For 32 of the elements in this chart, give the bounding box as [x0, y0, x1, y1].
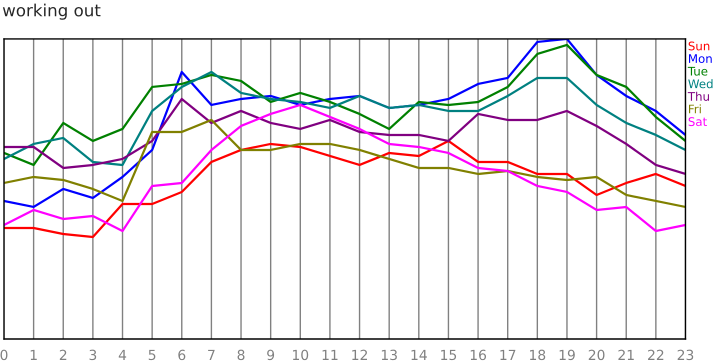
x-tick-label: 12 [352, 350, 367, 360]
x-tick-label: 16 [470, 350, 486, 360]
x-tick-label: 3 [90, 350, 96, 360]
x-tick-label: 2 [60, 350, 66, 360]
x-tick-label: 10 [292, 350, 308, 360]
text: Sat [688, 117, 707, 126]
x-tick-label: 21 [618, 350, 634, 360]
x-tick-label: 13 [382, 350, 397, 360]
text: Wed [688, 79, 713, 88]
text: Thu [688, 92, 709, 101]
x-tick-label: 8 [238, 350, 244, 360]
x-tick-label: 0 [0, 350, 8, 360]
x-tick-label: 1 [30, 350, 37, 360]
x-tick-label: 5 [148, 350, 156, 360]
x-tick-label: 4 [118, 350, 126, 360]
x-tick-label: 15 [441, 350, 456, 360]
x-tick-label: 19 [560, 350, 575, 360]
x-tick-label: 18 [530, 350, 546, 360]
chart-title: working out [2, 4, 100, 20]
x-tick-label: 6 [178, 350, 186, 360]
x-tick-label: 23 [678, 350, 694, 360]
x-tick-label: 11 [322, 350, 338, 360]
x-tick-label: 14 [412, 350, 427, 360]
x-tick-label: 22 [648, 350, 664, 360]
x-tick-label: 20 [588, 350, 605, 360]
x-tick-label: 9 [267, 350, 274, 360]
text: Fri [689, 104, 701, 114]
x-tick-label: 17 [500, 350, 516, 360]
text: Tue [688, 66, 708, 76]
text: Sun [688, 42, 710, 50]
text: Mon [689, 54, 712, 64]
x-tick-label: 7 [208, 350, 215, 360]
